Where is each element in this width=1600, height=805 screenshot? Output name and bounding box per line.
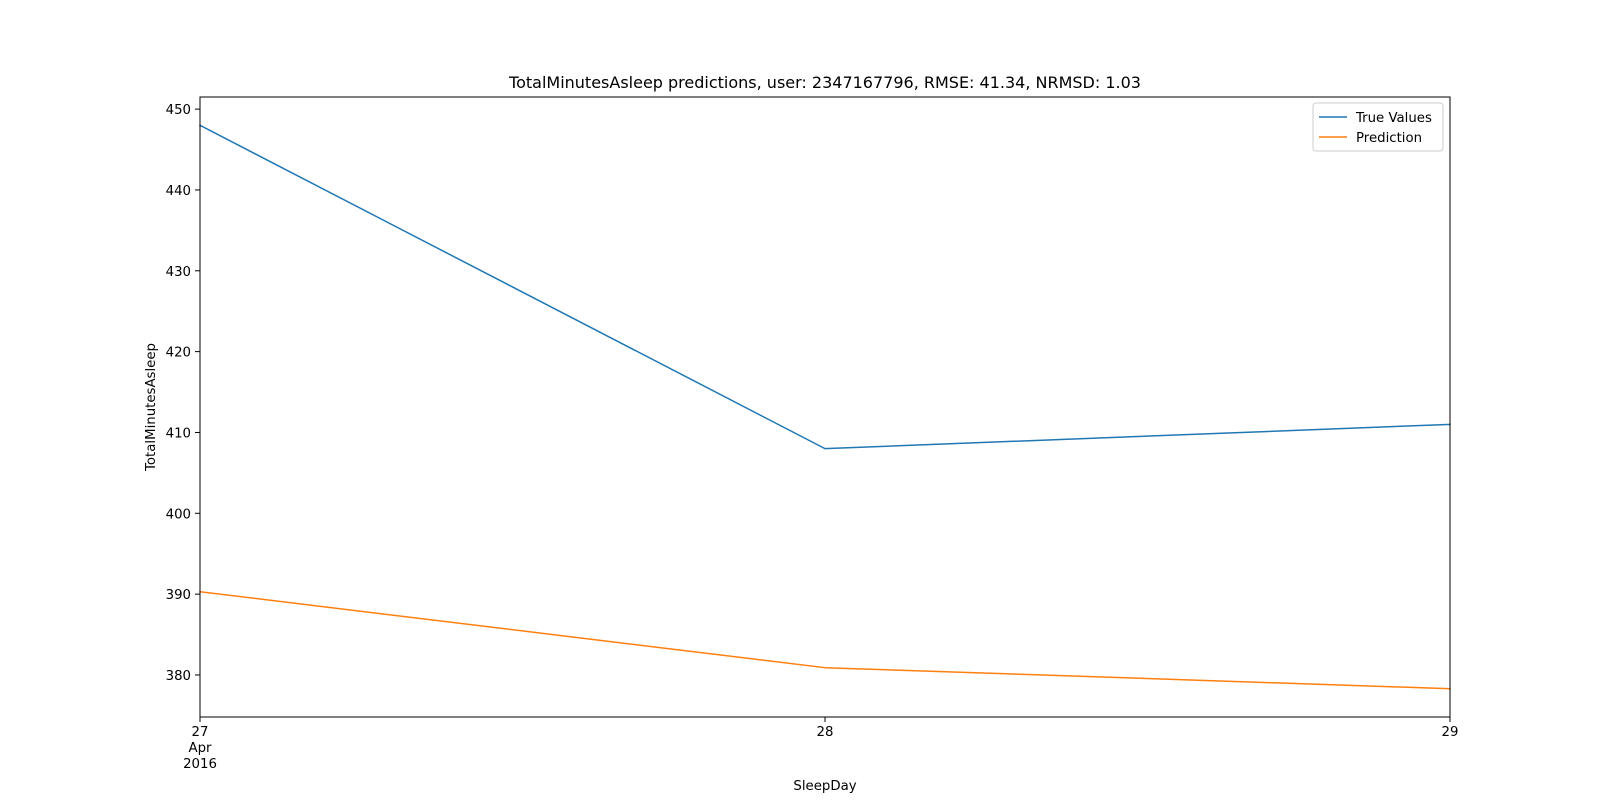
plot-area-frame: [199, 96, 1451, 718]
legend-label: True Values: [1355, 111, 1432, 126]
legend-label: Prediction: [1356, 131, 1422, 146]
series-line-true-values: [198, 124, 1451, 450]
series-lines: [198, 124, 1451, 690]
x-tick-label-day: 27: [192, 725, 209, 740]
x-tick-label-month: Apr: [188, 741, 212, 756]
chart-title: TotalMinutesAsleep predictions, user: 23…: [508, 73, 1141, 92]
y-tick-label: 430: [166, 265, 191, 280]
legend-box: [1312, 102, 1444, 152]
y-tick-label: 410: [166, 426, 191, 441]
y-tick-label: 380: [166, 669, 191, 684]
y-tick-label: 400: [166, 507, 191, 522]
y-tick-label: 390: [166, 588, 191, 603]
legend: True Values Prediction: [1312, 102, 1444, 152]
x-tick-label-day: 28: [817, 725, 834, 740]
x-axis-label: SleepDay: [793, 779, 856, 794]
x-tick-label-year: 2016: [183, 757, 217, 772]
y-tick-label: 420: [166, 346, 191, 361]
y-tick-label: 450: [166, 103, 191, 118]
y-axis-ticks: 380 390 400 410 420 430 440 450: [166, 103, 200, 684]
x-tick-label-day: 29: [1442, 725, 1459, 740]
y-axis-label: TotalMinutesAsleep: [144, 343, 159, 472]
series-line-prediction: [199, 590, 1451, 690]
y-tick-label: 440: [166, 184, 191, 199]
